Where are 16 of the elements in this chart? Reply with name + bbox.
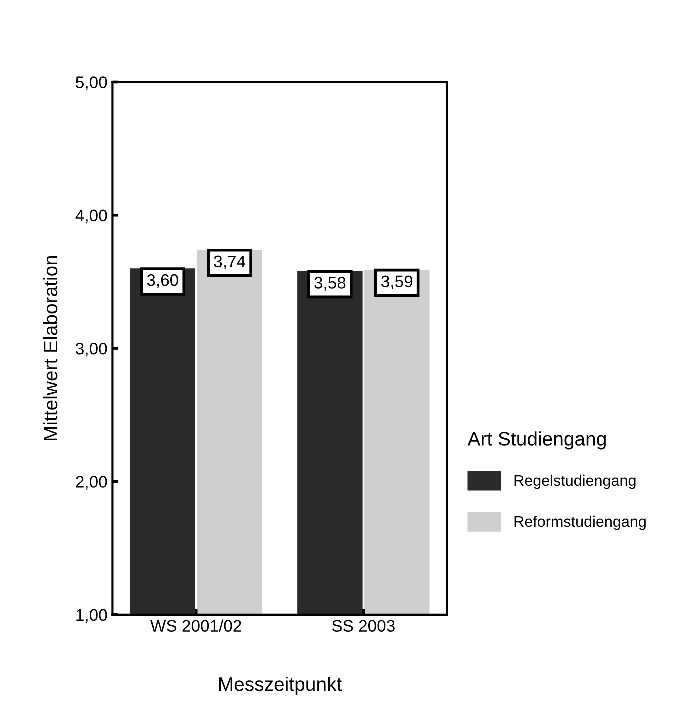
legend-label: Reformstudiengang — [514, 516, 646, 530]
x-tick-label: SS 2003 — [332, 620, 395, 632]
x-axis-title: Messzeitpunkt — [219, 676, 342, 696]
data-label: 3,59 — [382, 276, 413, 290]
y-tick-label: 3,00 — [76, 342, 108, 357]
legend-title: Art Studiengang — [468, 432, 606, 450]
data-label: 3,60 — [147, 274, 178, 288]
legend-label: Regelstudiengang — [514, 474, 636, 490]
y-tick-label: 2,00 — [76, 476, 108, 490]
y-tick-label: 5,00 — [76, 76, 108, 90]
data-label: 3,74 — [214, 256, 246, 270]
y-tick-label: 4,00 — [76, 210, 108, 224]
y-axis-title: Mittelwert Elaboration — [43, 256, 58, 440]
x-tick-label: WS 2001/02 — [150, 620, 242, 632]
y-tick-label: 1,00 — [76, 609, 108, 624]
data-label: 3,58 — [314, 277, 346, 291]
